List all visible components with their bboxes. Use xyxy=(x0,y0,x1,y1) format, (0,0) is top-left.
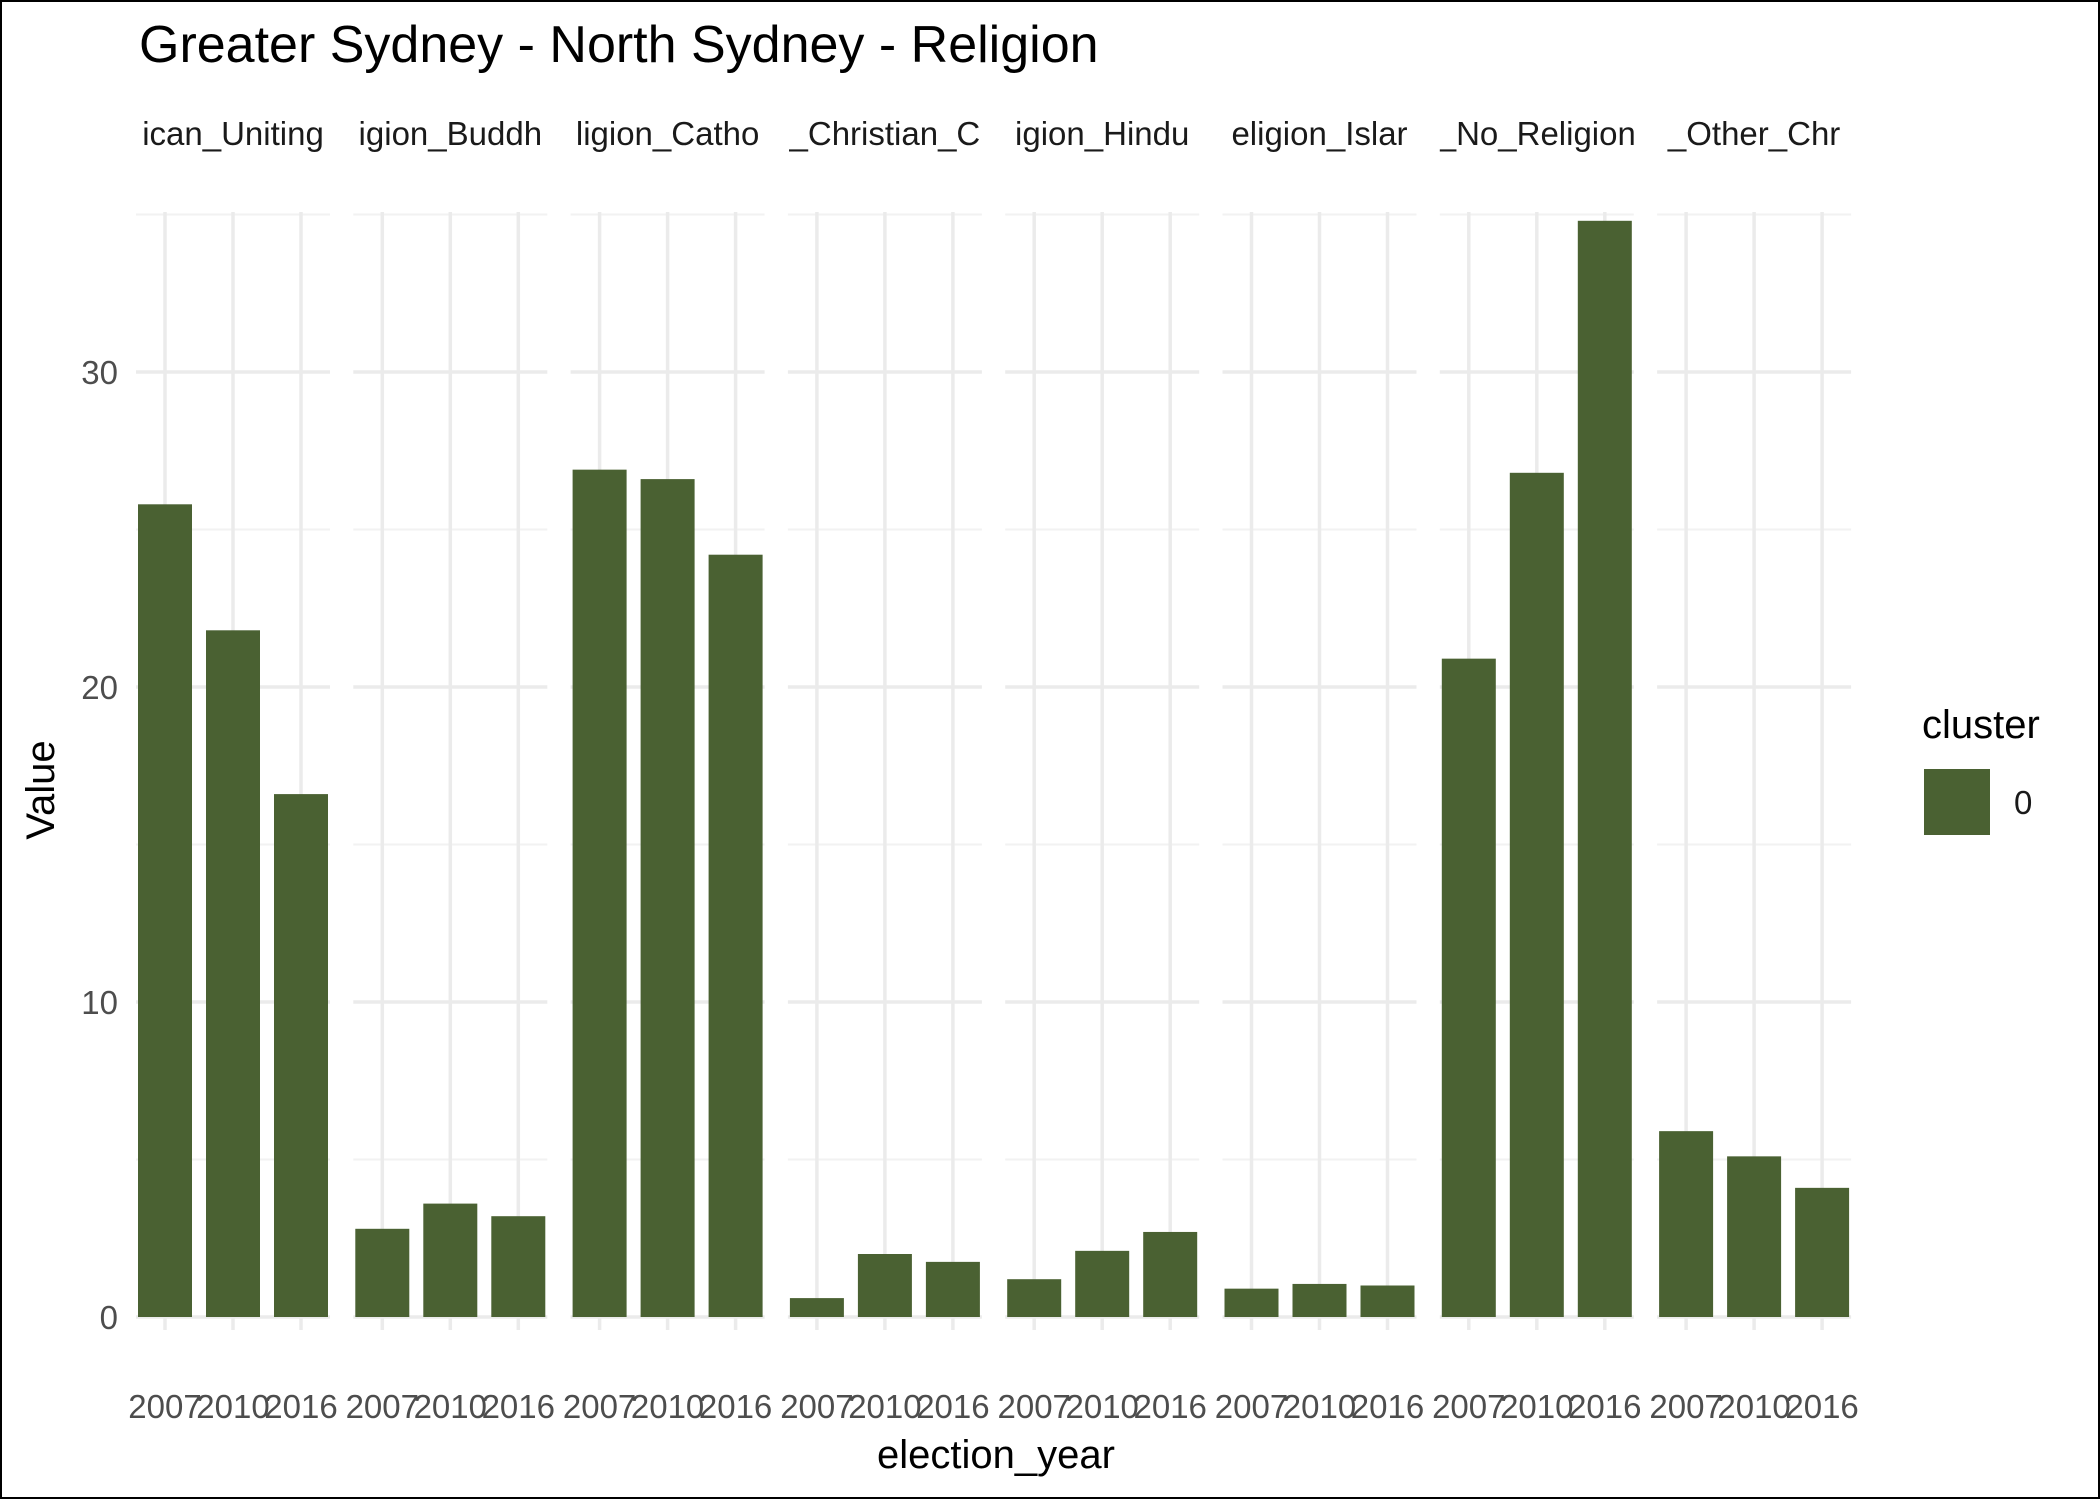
facet-strips: ican_Uniting igion_Buddh ligion_Catho _Chri… xyxy=(142,115,1840,152)
bar xyxy=(1075,1250,1130,1317)
bar xyxy=(857,1254,912,1317)
facet-strip-label: ligion_Catho xyxy=(576,115,759,152)
x-tick-label: 2010 xyxy=(196,1388,269,1425)
x-tick-label: 2016 xyxy=(1785,1388,1858,1425)
y-tick-label: 30 xyxy=(81,354,118,391)
bar xyxy=(1577,220,1632,1317)
x-tick-label: 2010 xyxy=(1065,1388,1138,1425)
bar xyxy=(789,1298,844,1317)
bar xyxy=(640,479,695,1318)
bar xyxy=(1795,1187,1850,1317)
bar xyxy=(1727,1156,1782,1317)
bar xyxy=(1509,472,1564,1317)
x-tick-label: 2010 xyxy=(414,1388,487,1425)
bar xyxy=(1441,658,1496,1317)
facet-strip-label: ican_Uniting xyxy=(142,115,324,152)
bar xyxy=(1360,1285,1415,1317)
x-tick-label: 2016 xyxy=(1568,1388,1641,1425)
facet-strip-label: _No_Religion xyxy=(1437,115,1636,152)
legend-label-0: 0 xyxy=(2014,784,2032,821)
bar xyxy=(423,1203,478,1317)
chart-title: Greater Sydney - North Sydney - Religion xyxy=(139,16,1099,74)
bar xyxy=(1143,1231,1198,1317)
bar xyxy=(1224,1288,1279,1317)
bar xyxy=(491,1216,546,1317)
legend: cluster 0 xyxy=(1922,703,2040,835)
bar xyxy=(1007,1279,1062,1317)
x-tick-label: 2007 xyxy=(563,1388,636,1425)
bar xyxy=(708,554,763,1317)
y-tick-label: 20 xyxy=(81,669,118,706)
facet-strip-label: _Christian_C xyxy=(789,115,981,152)
x-tick-label: 2007 xyxy=(128,1388,201,1425)
x-tick-label: 2007 xyxy=(346,1388,419,1425)
bar xyxy=(1292,1283,1347,1317)
facet-strip-label: eligion_Islar xyxy=(1231,115,1407,152)
x-tick-label: 2007 xyxy=(1649,1388,1722,1425)
x-tick-label: 2010 xyxy=(848,1388,921,1425)
x-tick-label: 2010 xyxy=(631,1388,704,1425)
x-tick-label: 2016 xyxy=(916,1388,989,1425)
bars xyxy=(138,220,1850,1318)
x-tick-label: 2007 xyxy=(1215,1388,1288,1425)
facet-strip-label: igion_Buddh xyxy=(359,115,543,152)
x-tick-label: 2016 xyxy=(264,1388,337,1425)
y-axis-title: Value xyxy=(19,740,63,839)
legend-key-0 xyxy=(1924,769,1990,835)
x-tick-label: 2016 xyxy=(482,1388,555,1425)
y-axis-ticks: 0 10 20 30 xyxy=(81,354,118,1336)
x-tick-label: 2016 xyxy=(1351,1388,1424,1425)
x-tick-label: 2007 xyxy=(780,1388,853,1425)
y-tick-label: 0 xyxy=(100,1299,118,1336)
y-tick-label: 10 xyxy=(81,984,118,1021)
x-tick-label: 2010 xyxy=(1500,1388,1573,1425)
bar xyxy=(138,504,192,1317)
bar xyxy=(206,630,260,1317)
x-tick-label: 2010 xyxy=(1717,1388,1790,1425)
x-axis-title: election_year xyxy=(877,1433,1115,1477)
x-tick-label: 2007 xyxy=(997,1388,1070,1425)
x-tick-label: 2010 xyxy=(1283,1388,1356,1425)
bar xyxy=(572,469,627,1317)
bar xyxy=(355,1228,410,1317)
facet-strip-label: _Other_Chr xyxy=(1667,115,1840,152)
bar xyxy=(925,1261,980,1317)
x-tick-label: 2007 xyxy=(1432,1388,1505,1425)
x-tick-label: 2016 xyxy=(699,1388,772,1425)
legend-title: cluster xyxy=(1922,703,2040,747)
facet-strip-label: igion_Hindu xyxy=(1015,115,1189,152)
bar xyxy=(1659,1131,1714,1317)
x-tick-label: 2016 xyxy=(1133,1388,1206,1425)
bar xyxy=(274,794,328,1317)
